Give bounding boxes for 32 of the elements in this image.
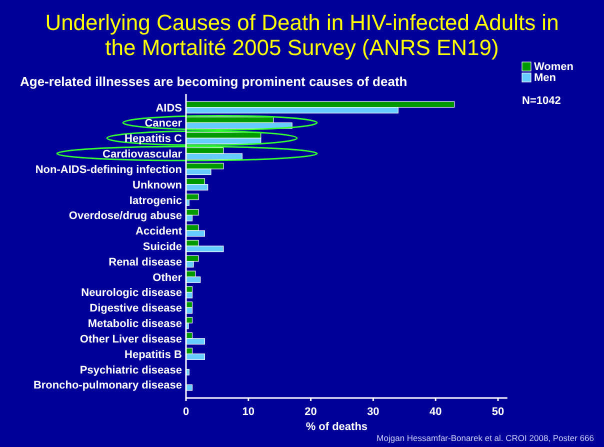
- x-tick-label: 10: [242, 406, 255, 418]
- chart-title: Underlying Causes of Death in HIV-infected Adults in the Mortalité 2005 Survey (ANRS EN19): [45, 10, 559, 60]
- y-tick-label: Psychiatric disease: [80, 364, 182, 376]
- y-tick-label: Cardiovascular: [102, 148, 183, 161]
- y-tick-label: Unknown: [132, 179, 182, 192]
- y-tick-label: Other: [152, 272, 183, 284]
- y-tick-label: Other Liver disease: [80, 333, 182, 346]
- y-tick-label: Digestive disease: [90, 302, 182, 315]
- y-tick-label: Metabolic disease: [88, 318, 182, 330]
- x-tick-label: 40: [429, 406, 442, 418]
- y-tick-label: Iatrogenic: [129, 194, 182, 207]
- y-tick-label: Hepatitis B: [124, 348, 182, 361]
- y-tick-label: Accident: [136, 226, 182, 238]
- y-tick-label: Renal disease: [108, 256, 182, 268]
- legend-label: Men: [534, 72, 556, 84]
- x-tick-label: 0: [182, 406, 190, 418]
- y-tick-label: AIDS: [156, 102, 182, 114]
- y-tick-label: Overdose/drug abuse: [68, 210, 182, 222]
- text: N=1042: [522, 95, 561, 107]
- legend-label: Women: [534, 61, 574, 73]
- y-tick-label: Suicide: [142, 241, 182, 253]
- y-tick-label: Hepatitis C: [124, 133, 182, 146]
- x-tick-label: 50: [492, 406, 504, 418]
- y-tick-label: Non-AIDS-defining infection: [35, 164, 182, 176]
- y-tick-label: Cancer: [144, 118, 183, 130]
- y-tick-label: Broncho-pulmonary disease: [33, 380, 182, 392]
- x-tick-label: 30: [367, 406, 380, 418]
- x-tick-label: 20: [304, 406, 317, 418]
- x-axis-title: % of deaths: [306, 421, 368, 433]
- y-tick-label: Neurologic disease: [81, 287, 182, 300]
- chart-subtitle: Age-related illnesses are becoming prominent causes of death: [20, 74, 408, 89]
- text: Mojgan Hessamfar-Bonarek et al. CROI 2008, Poster 666: [376, 433, 594, 443]
